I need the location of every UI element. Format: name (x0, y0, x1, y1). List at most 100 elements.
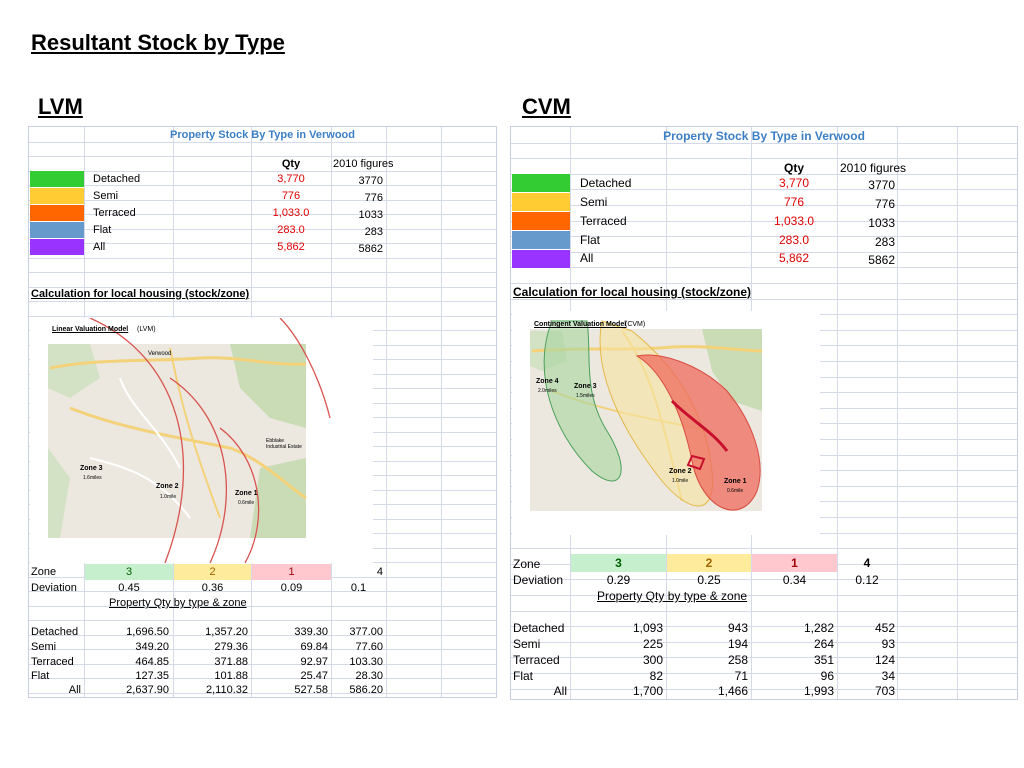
cvm-row-cell: 452 (874, 621, 895, 635)
cvm-zone3-fill (571, 554, 666, 572)
cvm-row-cell: 264 (813, 637, 834, 651)
cvm-row-cell: 1,466 (717, 684, 748, 698)
lvm-deviation-value: 0.36 (201, 582, 224, 594)
cvm-row-cell: 1,700 (632, 684, 663, 698)
lvm-type-fig: 1033 (358, 209, 383, 221)
detached-swatch (30, 171, 84, 187)
lvm-type-fig: 5862 (358, 243, 383, 255)
lvm-zone3-label: Zone 3 (80, 465, 103, 472)
lvm-estate-label: Ebblake Industrial Estate (266, 438, 302, 450)
lvm-row-cell: 1,357.20 (205, 626, 248, 638)
lvm-zone-label: Zone (31, 566, 57, 578)
lvm-type-name: Flat (93, 224, 112, 236)
cvm-row-cell: 1,093 (632, 621, 663, 635)
cvm-zone2-label: Zone 2 (669, 468, 692, 475)
lvm-zone-value: 2 (209, 566, 216, 578)
cvm-zone1-label: Zone 1 (724, 478, 747, 485)
cvm-zone2-sub: 1.0mile (672, 478, 689, 484)
lvm-type-name: All (93, 241, 106, 253)
cvm-type-name: All (580, 251, 594, 265)
cvm-zone1-fill (752, 554, 837, 572)
lvm-type-fig: 3770 (358, 175, 383, 187)
terraced-swatch (512, 212, 570, 230)
cvm-row-cell: 703 (874, 684, 895, 698)
lvm-row-cell: 25.47 (300, 670, 328, 682)
all-swatch (30, 239, 84, 255)
cvm-row-cell: 194 (727, 637, 748, 651)
semi-swatch (512, 193, 570, 211)
lvm-zone1-label: Zone 1 (235, 490, 258, 497)
page-title: Resultant Stock by Type (31, 30, 285, 55)
cvm-type-name: Detached (580, 176, 632, 190)
cvm-deviation-value: 0.25 (697, 573, 721, 587)
cvm-zone1-sub: 0.6mile (727, 488, 744, 494)
lvm-qty-header: Qty (281, 158, 301, 170)
detached-swatch (512, 174, 570, 192)
cvm-row-name: Flat (513, 669, 534, 683)
lvm-row-cell: 101.88 (214, 670, 248, 682)
cvm-row-cell: 943 (727, 621, 748, 635)
cvm-row-cell: 1,993 (803, 684, 834, 698)
lvm-row-cell: 377.00 (349, 626, 383, 638)
lvm-type-qty: 5,862 (277, 241, 305, 253)
cvm-row-name: Semi (513, 637, 541, 651)
lvm-row-name: Semi (31, 641, 57, 653)
semi-swatch (30, 188, 84, 204)
lvm-deviation-value: 0.1 (350, 582, 367, 594)
lvm-deviation-value: 0.45 (118, 582, 140, 594)
cvm-zone-value: 3 (615, 556, 622, 570)
cvm-zone-value: 4 (863, 556, 871, 570)
lvm-row-cell: 464.85 (135, 656, 169, 668)
cvm-row-cell: 93 (881, 637, 895, 651)
lvm-row-cell: 527.58 (294, 684, 328, 696)
lvm-town-label: Verwood (148, 351, 172, 357)
cvm-label: CVM (522, 94, 571, 119)
lvm-row-name: Detached (31, 626, 79, 638)
cvm-row-cell: 34 (881, 669, 895, 683)
lvm-row-cell: 2,110.32 (205, 684, 248, 696)
cvm-spreadsheet: Property Stock By Type in Verwood Qty 20… (510, 126, 1018, 700)
cvm-row-cell: 96 (820, 669, 834, 683)
cvm-type-qty: 1,033.0 (773, 214, 815, 228)
cvm-type-name: Flat (580, 233, 601, 247)
lvm-row-cell: 586.20 (349, 684, 383, 696)
cvm-zone-value: 1 (791, 556, 798, 570)
cvm-map: Contingent Valuation Model (CVM) Zone 4 … (512, 311, 820, 535)
lvm-sheet-title: Property Stock By Type in Verwood (169, 129, 355, 141)
lvm-map-title-suffix: (LVM) (137, 326, 156, 333)
cvm-map-title-suffix: (CVM) (625, 321, 646, 328)
cvm-zone2-fill (667, 554, 751, 572)
lvm-row-cell: 279.36 (214, 641, 248, 653)
flat-swatch (512, 231, 570, 249)
cvm-deviation-value: 0.29 (606, 573, 631, 587)
lvm-row-cell: 371.88 (214, 656, 248, 668)
cvm-deviation-label: Deviation (513, 573, 564, 587)
lvm-deviation-value: 0.09 (280, 582, 303, 594)
cvm-type-name: Semi (580, 195, 608, 209)
lvm-zone1-fill (252, 564, 331, 580)
lvm-type-fig: 776 (364, 192, 383, 204)
lvm-row-cell: 349.20 (135, 641, 169, 653)
cvm-map-title: Contingent Valuation Model (534, 321, 627, 328)
lvm-type-qty: 776 (281, 190, 301, 202)
cvm-type-fig: 283 (874, 235, 895, 249)
cvm-deviation-value: 0.34 (782, 573, 807, 587)
lvm-label: LVM (38, 94, 83, 119)
lvm-row-name: Terraced (31, 656, 74, 668)
flat-swatch (30, 222, 84, 238)
lvm-zone3-fill (85, 564, 173, 580)
cvm-row-cell: 71 (734, 669, 748, 683)
cvm-zone4-sub: 2.0miles (538, 388, 557, 394)
lvm-fig-header: 2010 figures (333, 158, 394, 170)
lvm-type-name: Terraced (93, 207, 136, 219)
cvm-sheet-title: Property Stock By Type in Verwood (663, 129, 865, 143)
lvm-zone-value: 1 (288, 566, 295, 578)
cvm-row-name: Detached (513, 621, 565, 635)
lvm-zone3-sub: 1.6miles (83, 475, 102, 481)
lvm-zone1-sub: 0.6mile (238, 500, 255, 506)
lvm-row-cell: 339.30 (294, 626, 328, 638)
lvm-type-name: Semi (93, 190, 119, 202)
lvm-row-cell: 127.35 (135, 670, 169, 682)
cvm-qty-header: Qty (783, 161, 804, 175)
lvm-qty-heading: Property Qty by type & zone (109, 597, 247, 609)
